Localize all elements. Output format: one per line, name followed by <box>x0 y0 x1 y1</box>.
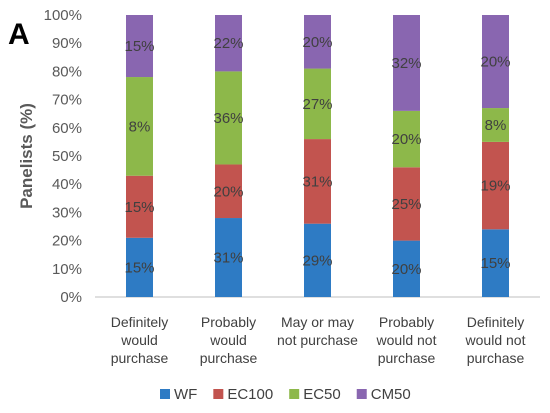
bar-segment <box>304 139 331 224</box>
bar-segment <box>393 240 420 297</box>
bar-segment <box>482 141 509 230</box>
segment-data-label: 15% <box>124 38 154 55</box>
category-label: Probably would not purchase <box>376 314 437 366</box>
segment-data-label: 20% <box>391 131 421 148</box>
bar-segment <box>126 77 153 176</box>
segment-data-label: 20% <box>213 183 243 200</box>
y-tick-label: 70% <box>52 92 82 109</box>
y-tick-label: 20% <box>52 233 82 250</box>
y-tick-label: 60% <box>52 120 82 137</box>
bar-segment <box>215 71 242 165</box>
segment-data-label: 20% <box>302 34 332 51</box>
segment-data-label: 27% <box>302 96 332 113</box>
bar-segment <box>393 110 420 168</box>
bar-segment <box>126 15 153 78</box>
category-label: Definitely would purchase <box>111 314 169 366</box>
bar-segment <box>304 15 331 69</box>
y-tick-label: 90% <box>52 35 82 52</box>
category-label: Definitely would not purchase <box>465 314 526 366</box>
bars <box>126 15 509 297</box>
y-tick-label: 10% <box>52 261 82 278</box>
y-tick-label: 40% <box>52 176 82 193</box>
legend-label: CM50 <box>371 386 411 403</box>
category-label: Probably would purchase <box>200 314 258 366</box>
segment-data-label: 31% <box>302 173 332 190</box>
segment-data-label: 8% <box>129 118 151 135</box>
legend-label: EC50 <box>303 386 341 403</box>
bar-segment <box>126 237 153 297</box>
segment-data-label: 32% <box>391 55 421 72</box>
segment-data-label: 8% <box>485 117 507 134</box>
bar-segment <box>215 164 242 219</box>
segment-data-label: 15% <box>480 255 510 272</box>
bar-segment <box>304 223 331 297</box>
bar-segment <box>482 108 509 142</box>
segment-data-label: 22% <box>213 35 243 52</box>
legend-swatch <box>356 389 367 399</box>
category-label: May or may not purchase <box>277 314 358 348</box>
bar-segment <box>482 15 509 109</box>
y-tick-label: 30% <box>52 204 82 221</box>
bar-segment <box>215 15 242 72</box>
legend-label: EC100 <box>227 386 273 403</box>
segment-data-label: 20% <box>391 261 421 278</box>
legend-label: WF <box>174 386 197 403</box>
bar-segment <box>126 175 153 238</box>
category-labels: Definitely would purchase Probably would purc… <box>111 314 526 366</box>
bar-segment <box>393 15 420 111</box>
segment-data-label: 25% <box>391 196 421 213</box>
y-axis-ticks: 0% 10% 20% 30% 40% 50% 60% 70% 80% 90% 100% <box>44 7 82 306</box>
legend-swatch <box>160 389 170 399</box>
segment-data-label: 36% <box>213 110 243 127</box>
y-axis-label: Panelists (%) <box>17 103 36 209</box>
bar-segment <box>215 218 242 297</box>
segment-data-label: 20% <box>480 54 510 71</box>
segment-labels: 15% 15% 8% 15% 31% 20% 36% 22% 29% 31% 27% 20% 20% 25… <box>124 34 510 278</box>
segment-data-label: 29% <box>302 252 332 269</box>
legend-swatch <box>213 389 224 399</box>
segment-data-label: 19% <box>480 178 510 195</box>
segment-data-label: 31% <box>213 250 243 267</box>
legend-swatch <box>289 389 300 399</box>
segment-data-label: 15% <box>124 199 154 216</box>
bar-segment <box>304 68 331 140</box>
bar-segment <box>393 167 420 241</box>
legend: WF EC100 EC50 CM50 <box>160 386 411 403</box>
y-tick-label: 80% <box>52 63 82 80</box>
segment-data-label: 15% <box>124 259 154 276</box>
y-tick-label: 50% <box>52 148 82 165</box>
y-tick-label: 100% <box>44 7 82 24</box>
y-tick-label: 0% <box>60 289 82 306</box>
bar-segment <box>482 229 509 297</box>
panel-letter: A <box>8 18 30 51</box>
